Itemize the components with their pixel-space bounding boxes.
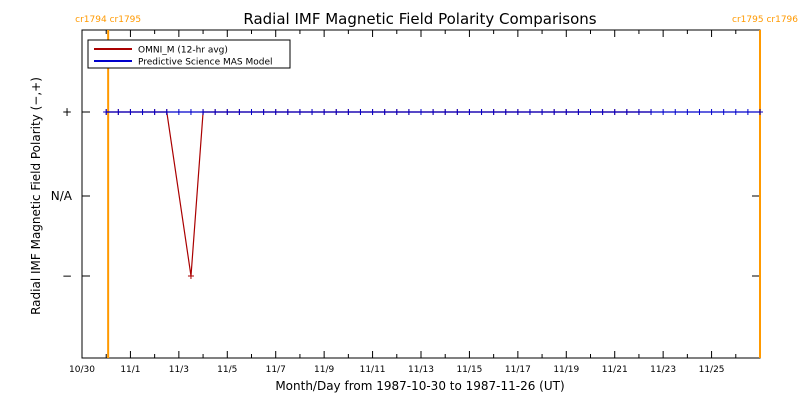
data-point-mas — [345, 109, 352, 115]
data-point-mas — [418, 109, 424, 115]
data-point-mas — [684, 109, 691, 115]
data-point-mas — [115, 109, 122, 115]
legend: OMNI_M (12-hr avg) Predictive Science MAS… — [87, 39, 291, 69]
x-tick-label: 11/19 — [553, 365, 579, 375]
x-tick-label: 11/13 — [408, 365, 434, 375]
data-point-mas — [248, 109, 255, 115]
data-point-mas — [502, 109, 509, 115]
data-point-mas — [236, 109, 243, 115]
data-point-mas — [490, 109, 497, 115]
data-point-mas — [405, 109, 412, 115]
data-point-mas — [187, 109, 194, 115]
data-point-mas — [575, 109, 582, 115]
data-point-mas — [587, 109, 594, 115]
data-point-mas — [708, 109, 715, 115]
data-point-mas — [466, 109, 473, 115]
x-tick-label: 11/9 — [314, 365, 334, 375]
data-point-mas — [563, 109, 570, 115]
data-point-mas — [139, 109, 146, 115]
data-point-mas — [539, 109, 546, 115]
legend-label: OMNI_M (12-hr avg) — [138, 46, 228, 56]
data-point-mas — [175, 109, 182, 115]
data-point-mas — [672, 109, 679, 115]
data-point-mas — [635, 109, 642, 115]
y-tick-label: − — [62, 269, 72, 283]
x-tick-label: 11/3 — [169, 365, 189, 375]
data-point-mas — [393, 109, 400, 115]
data-point-mas — [430, 109, 437, 115]
y-tick-label: N/A — [51, 189, 73, 203]
y-axis-label: Radial IMF Magnetic Field Polarity (−,+) — [29, 77, 43, 315]
x-tick-label: 10/30 — [69, 365, 95, 375]
x-axis-label: Month/Day from 1987-10-30 to 1987-11-26 … — [275, 379, 564, 393]
data-point-mas — [744, 109, 751, 115]
x-tick-label: 11/23 — [650, 365, 676, 375]
data-point-mas — [103, 109, 110, 115]
data-point-mas — [309, 109, 316, 115]
data-point-mas — [551, 109, 558, 115]
data-point-mas — [212, 109, 219, 115]
data-point-mas — [163, 109, 170, 115]
data-point-mas — [272, 109, 279, 115]
data-point-mas — [648, 109, 655, 115]
data-point-mas — [369, 109, 376, 115]
data-point-omni — [187, 273, 194, 279]
data-point-mas — [296, 109, 303, 115]
data-point-mas — [732, 109, 739, 115]
x-tick-label: 11/15 — [456, 365, 482, 375]
chart-title: Radial IMF Magnetic Field Polarity Compa… — [243, 10, 596, 28]
x-tick-label: 11/7 — [266, 365, 286, 375]
data-point-mas — [757, 109, 763, 115]
data-point-mas — [720, 109, 727, 115]
x-tick-label: 11/25 — [699, 365, 725, 375]
data-point-mas — [200, 109, 207, 115]
legend-label: Predictive Science MAS Model — [138, 58, 273, 68]
data-point-mas — [526, 109, 533, 115]
carrington-marker-label: cr1795 cr1796 — [732, 15, 798, 25]
data-point-mas — [696, 109, 703, 115]
data-point-mas — [333, 109, 340, 115]
data-point-mas — [623, 109, 630, 115]
data-point-mas — [224, 109, 231, 115]
data-point-mas — [357, 109, 364, 115]
plot-area: 10/30 11/1 11/3 11/5 11/7 11/9 11/11 11/13 11/15… — [51, 15, 799, 375]
data-point-mas — [599, 109, 606, 115]
legend-box — [87, 39, 291, 69]
data-point-mas — [381, 109, 388, 115]
x-tick-label: 11/11 — [360, 365, 386, 375]
data-point-mas — [260, 109, 267, 115]
data-point-mas — [454, 109, 461, 115]
data-point-mas — [284, 109, 291, 115]
data-point-mas — [321, 109, 328, 115]
data-point-mas — [127, 109, 134, 115]
y-tick-label: + — [62, 105, 72, 119]
x-tick-label: 11/17 — [505, 365, 531, 375]
x-tick-label: 11/1 — [120, 365, 140, 375]
x-tick-label: 11/5 — [217, 365, 237, 375]
data-point-mas — [151, 109, 158, 115]
data-point-mas — [660, 109, 667, 115]
data-point-mas — [478, 109, 485, 115]
x-tick-label: 11/21 — [602, 365, 628, 375]
carrington-marker-label: cr1794 cr1795 — [75, 15, 141, 25]
data-point-mas — [442, 109, 449, 115]
data-point-mas — [514, 109, 521, 115]
data-point-mas — [611, 109, 618, 115]
